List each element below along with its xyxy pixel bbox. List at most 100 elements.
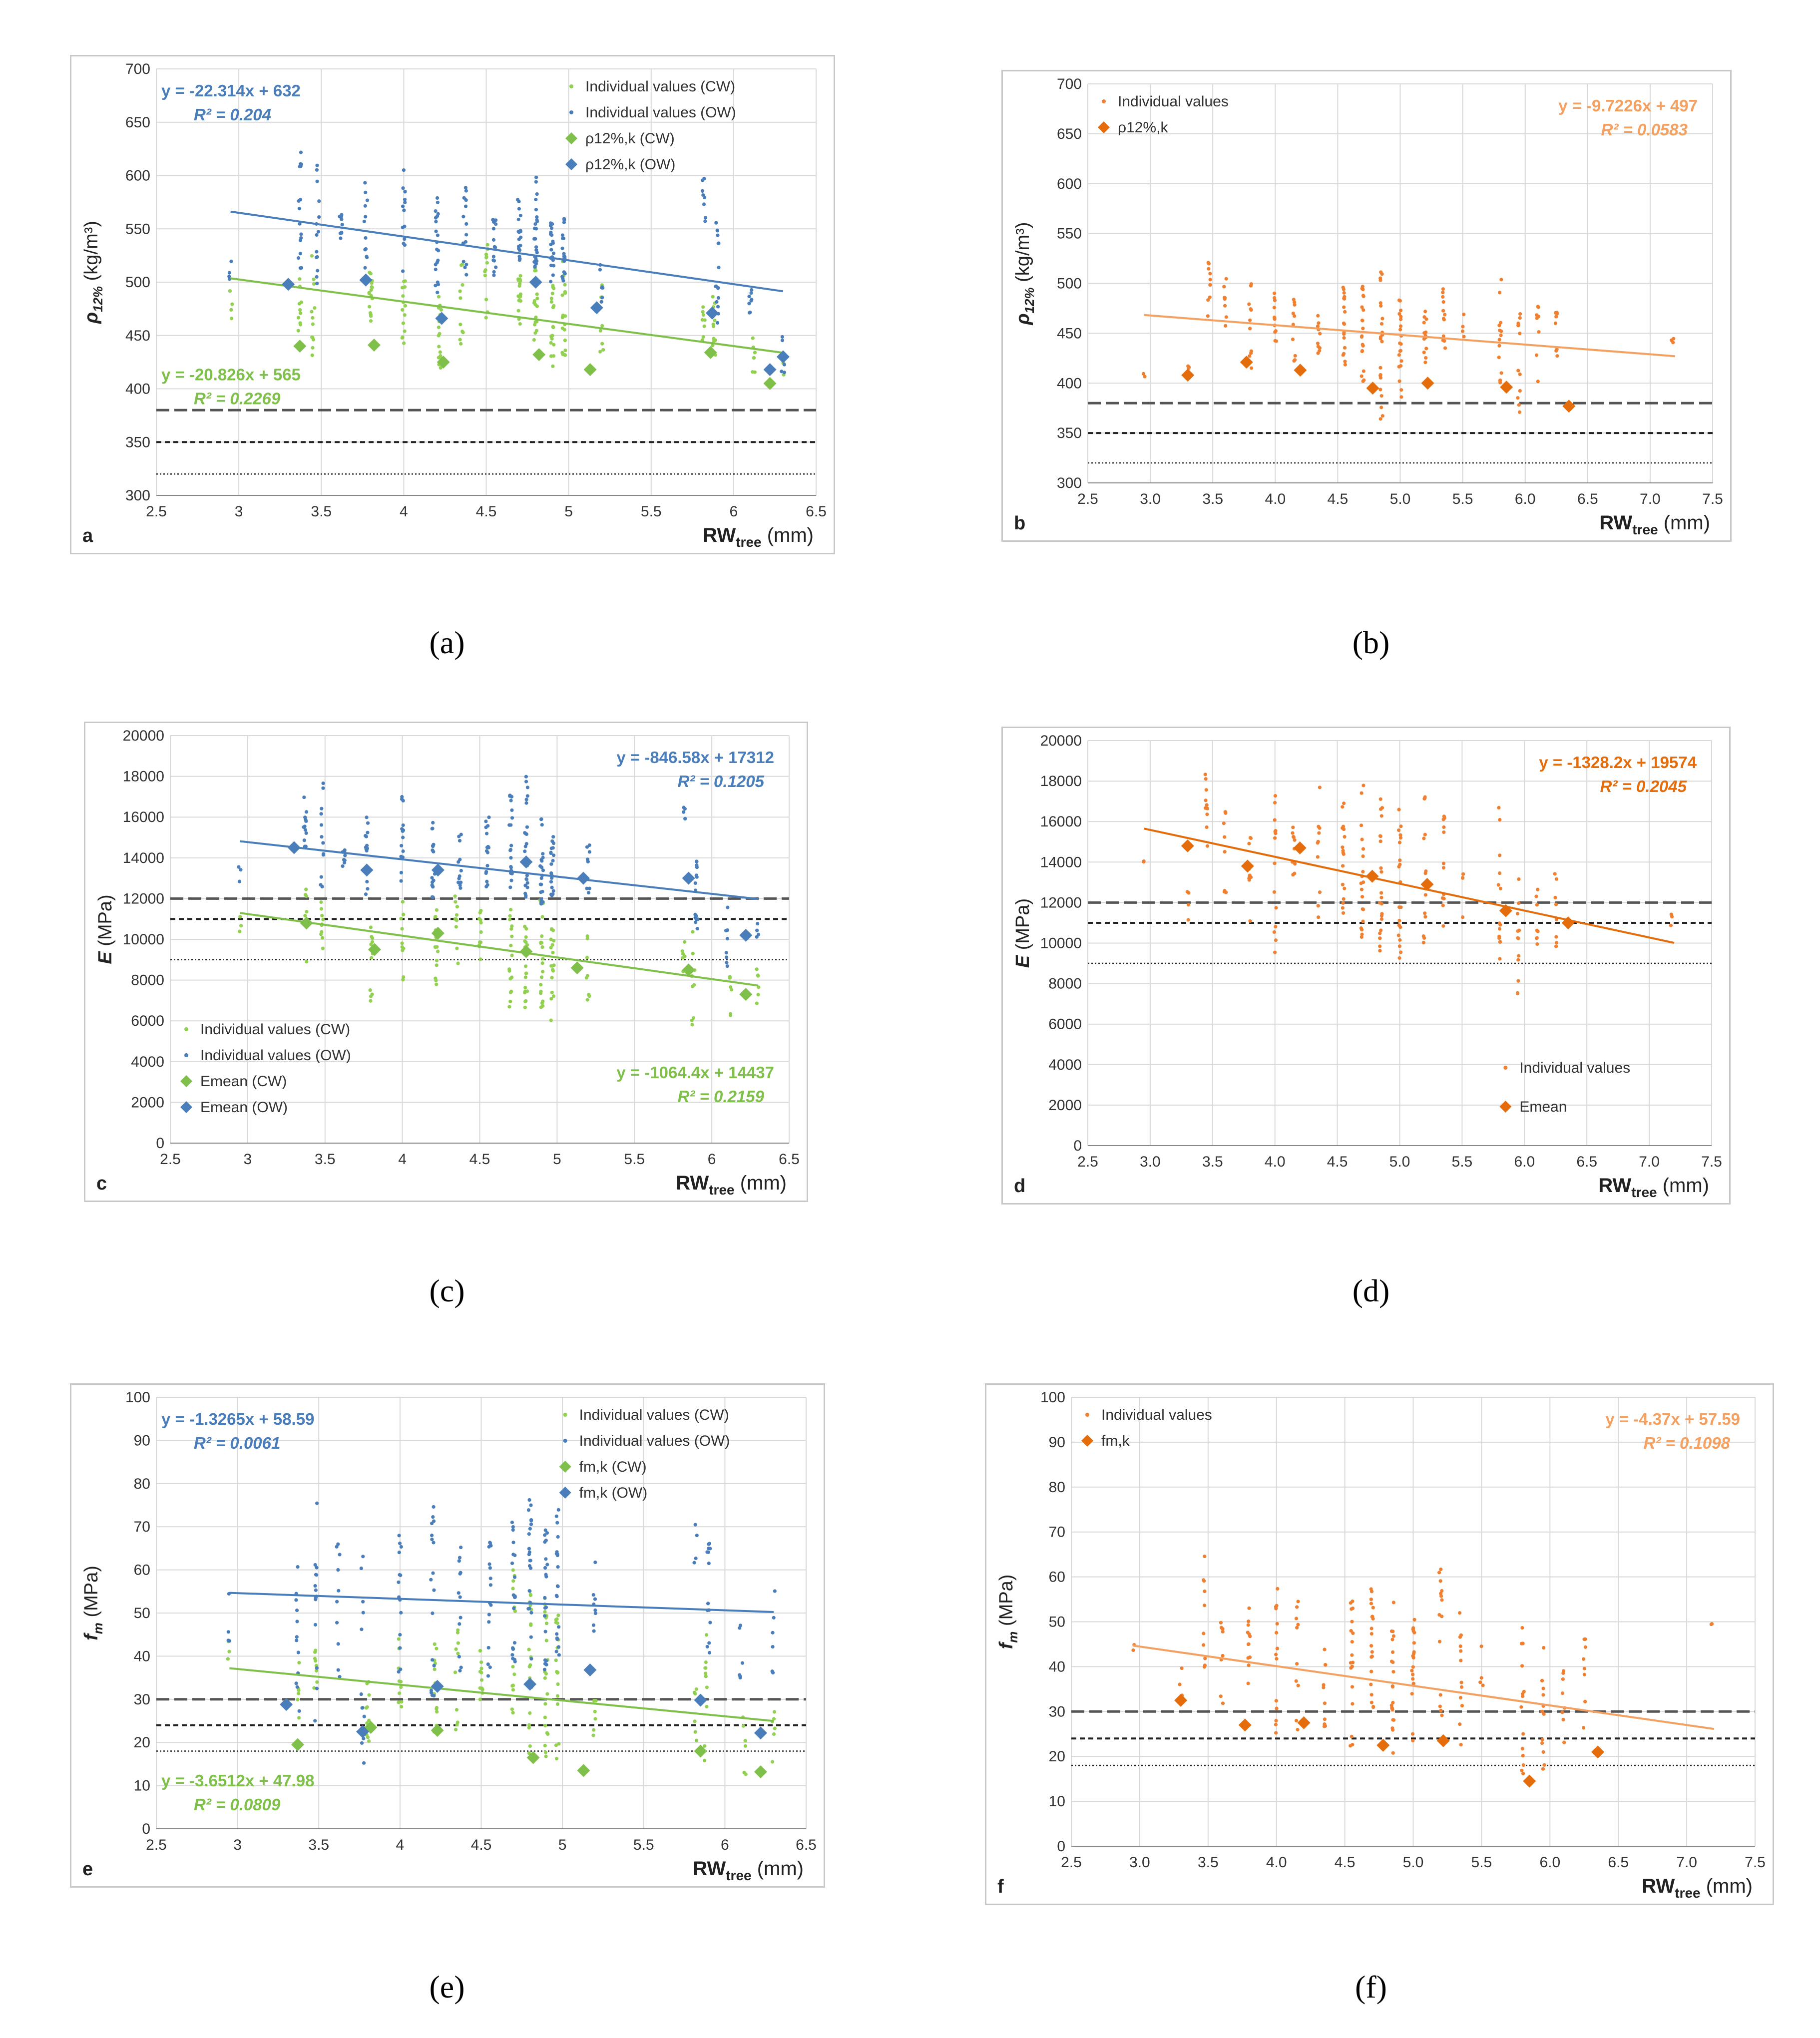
data-point	[1186, 918, 1190, 922]
data-point	[528, 1663, 532, 1667]
data-point	[485, 863, 489, 868]
data-point	[459, 342, 463, 346]
data-point	[297, 199, 301, 203]
data-point	[487, 1620, 491, 1624]
x-tick-label: 4.5	[1327, 1154, 1348, 1170]
data-point	[518, 282, 522, 286]
data-point	[458, 338, 462, 342]
y-tick-label: 0	[1073, 1138, 1082, 1154]
data-point	[1518, 316, 1522, 320]
data-point	[315, 233, 319, 237]
diamond-marker	[519, 945, 533, 958]
data-point	[523, 849, 527, 853]
diamond-marker	[776, 350, 790, 364]
data-point	[1318, 349, 1322, 353]
data-point	[366, 821, 370, 825]
x-axis-title: RWtree (mm)	[703, 524, 814, 550]
data-point	[712, 339, 716, 343]
y-tick-label: 10000	[123, 931, 164, 948]
diamond-marker	[704, 346, 717, 359]
data-point	[296, 329, 300, 333]
data-point	[1379, 917, 1384, 921]
diamond-marker	[523, 1677, 537, 1691]
data-point	[310, 254, 314, 258]
data-point	[1399, 359, 1403, 363]
data-point	[694, 917, 698, 921]
data-point	[1516, 369, 1520, 373]
legend-diamond-icon	[565, 132, 578, 144]
data-point	[314, 1598, 318, 1602]
data-point	[1323, 1724, 1327, 1728]
data-point	[1583, 1645, 1587, 1649]
data-point	[453, 894, 457, 898]
diamond-marker	[763, 363, 777, 377]
data-point	[508, 848, 512, 852]
data-point	[535, 192, 539, 196]
data-point	[238, 929, 242, 933]
data-point	[1423, 893, 1427, 897]
y-tick-label: 30	[134, 1691, 150, 1708]
data-point	[399, 1573, 403, 1577]
chart-panel-d: 2.5 3.0 3.5 4.0 4.5 5.0 5.5 6.0 6.5 7.0 7.5 0 2000 40…	[1001, 727, 1731, 1205]
data-point	[486, 824, 490, 828]
data-point	[480, 1687, 484, 1691]
trendline-OW	[229, 1592, 774, 1613]
data-point	[1342, 801, 1346, 806]
data-point	[435, 908, 439, 912]
data-point	[485, 243, 489, 247]
data-point	[599, 300, 603, 304]
data-point	[1499, 278, 1503, 282]
x-tick-label: 4.5	[1328, 491, 1349, 507]
y-tick-label: 18000	[123, 769, 164, 785]
data-point	[1516, 321, 1520, 326]
data-point	[1412, 1618, 1416, 1622]
data-point	[694, 920, 698, 924]
data-point	[693, 1523, 697, 1527]
data-point	[455, 1708, 459, 1712]
data-point	[716, 241, 720, 246]
data-point	[544, 1622, 549, 1626]
x-tick-label: 3.5	[311, 503, 332, 520]
data-point	[533, 222, 537, 226]
data-point	[1499, 321, 1503, 325]
r-squared-label: R² = 0.0061	[194, 1434, 280, 1452]
y-tick-label: 600	[125, 168, 150, 184]
data-point	[549, 997, 553, 1001]
data-point	[681, 952, 685, 956]
data-point	[1397, 918, 1401, 923]
data-point	[361, 1600, 365, 1604]
data-point	[1360, 305, 1364, 309]
x-tick-label: 3	[235, 503, 243, 520]
data-point	[541, 970, 545, 974]
data-point	[1540, 1709, 1544, 1713]
data-point	[1341, 906, 1345, 910]
data-point	[312, 1686, 316, 1690]
x-tick-label: 7.5	[1701, 1154, 1722, 1170]
data-point	[539, 817, 543, 821]
diamond-marker	[754, 1726, 767, 1740]
data-point	[360, 1628, 364, 1631]
data-point	[1316, 342, 1320, 346]
data-point	[369, 272, 373, 276]
data-point	[1249, 282, 1253, 286]
data-point	[1398, 925, 1402, 929]
data-point	[544, 1672, 548, 1676]
data-point	[435, 958, 439, 962]
data-point	[1379, 866, 1383, 870]
data-point	[340, 217, 344, 221]
data-point	[484, 871, 488, 875]
data-point	[432, 1588, 436, 1592]
data-point	[338, 1675, 342, 1679]
data-point	[315, 281, 319, 286]
data-point	[485, 879, 489, 883]
data-point	[511, 1656, 515, 1660]
data-point	[1276, 1587, 1280, 1591]
data-point	[550, 943, 554, 947]
data-point	[403, 279, 407, 283]
data-point	[366, 887, 370, 891]
data-point	[563, 353, 567, 357]
data-point	[1296, 1727, 1300, 1732]
data-point	[584, 976, 588, 980]
characteristic-values-OW	[287, 841, 753, 942]
